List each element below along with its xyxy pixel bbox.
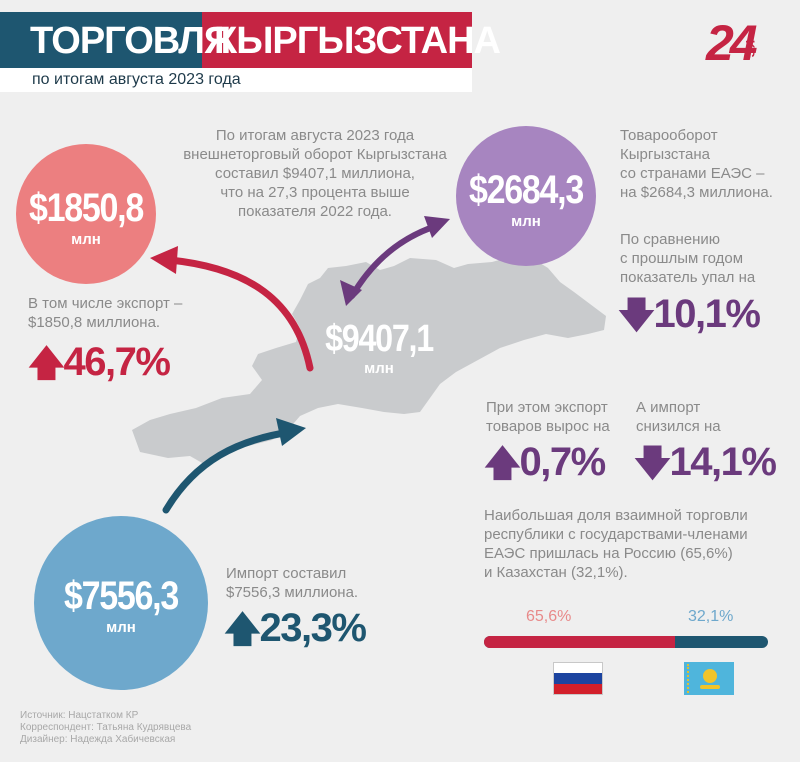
subtitle: по итогам августа 2023 года [32,71,241,88]
export-circle-value: $1850,8 [29,186,144,230]
eaeu-circle: $2684,3 млн [456,126,596,266]
eaeu-circle-unit: млн [511,213,541,230]
export-circle: $1850,8 млн [16,144,156,284]
intro-line: По итогам августа 2023 года [215,127,415,144]
intro-line: составил $9407,1 миллиона, [215,165,415,182]
title-left: ТОРГОВЛЯ [30,20,231,62]
eaeu-arrow [349,223,439,299]
share-note-line: ЕАЭС пришлась на Россию (65,6%) [484,545,733,562]
russia-share-label: 65,6% [526,608,572,625]
center-total-unit: млн [364,360,394,377]
eaeu-arrowhead-bottom [340,280,362,306]
export-change: 🡅46,7% [28,340,171,385]
credit-correspondent: Корреспондент: Татьяна Кудрявцева [20,722,192,733]
kazakhstan-flag-icon [684,662,734,695]
russia-share-bar [484,636,675,648]
credits: Источник: Нацстатком КР Корреспондент: Т… [20,710,191,746]
import-change-value: 23,3% [259,606,367,650]
export-note-line: $1850,8 миллиона. [28,314,161,331]
eaeu-compare-note: По сравнению с прошлым годом показатель … [620,230,755,287]
eaeu-export-change-value: 0,7% [519,440,607,484]
import-note-line: Импорт составил [226,565,347,582]
intro-text: По итогам августа 2023 года внешнеторгов… [170,126,460,221]
export-note: В том числе экспорт – $1850,8 миллиона. [28,294,182,332]
eaeu-note-line: Товарооборот [620,127,718,144]
import-note: Импорт составил $7556,3 миллиона. [226,564,358,602]
center-total-value: $9407,1 [325,318,434,360]
down-arrow-icon: 🡇 [618,294,655,335]
eaeu-note-line: со странами ЕАЭС – [620,165,765,182]
export-note-line: В том числе экспорт – [28,295,183,312]
up-arrow-icon: 🡅 [484,442,521,483]
intro-line: показателя 2022 года. [238,203,392,220]
eaeu-note-line: на $2684,3 миллиона. [620,184,773,201]
import-circle: $7556,3 млн [34,516,208,690]
eaeu-export-note-line: товаров вырос на [486,418,610,435]
intro-line: внешнеторговый оборот Кыргызстана [183,146,447,163]
kyrgyzstan-map [132,256,606,464]
eaeu-import-note: А импорт снизился на [636,398,721,436]
subtitle-strip [0,68,472,92]
eaeu-circle-value: $2684,3 [469,168,584,212]
title-right: КЫРГЫЗСТАНА [214,20,501,62]
eaeu-note-line: Кыргызстана [620,146,710,163]
eaeu-import-change: 🡇14,1% [634,440,777,485]
eaeu-change-value: 10,1% [653,292,761,336]
import-arrow [162,428,294,514]
eaeu-export-change: 🡅0,7% [484,440,607,485]
share-note-line: Наибольшая доля взаимной торговли [484,507,748,524]
eaeu-export-note-line: При этом экспорт [486,399,608,416]
up-arrow-icon: 🡅 [28,342,65,383]
eaeu-compare-line: показатель упал на [620,269,756,286]
share-note-line: республики с государствами-членами [484,526,748,543]
russia-flag-icon [553,662,603,695]
eaeu-import-note-line: А импорт [636,399,701,416]
eaeu-import-note-line: снизился на [636,418,721,435]
import-circle-value: $7556,3 [64,574,179,618]
export-circle-unit: млн [71,231,101,248]
intro-line: что на 27,3 процента выше [220,184,410,201]
down-arrow-icon: 🡇 [634,442,671,483]
eaeu-compare-line: с прошлым годом [620,250,744,267]
export-arrowhead [150,246,178,274]
credit-source: Источник: Нацстатком КР [20,710,139,721]
eaeu-arrowhead-top [424,216,450,238]
eaeu-export-note: При этом экспорт товаров вырос на [486,398,610,436]
eaeu-compare-line: По сравнению [620,231,720,248]
center-total: $9407,1 млн [300,318,458,378]
eaeu-change: 🡇10,1% [618,292,761,337]
export-change-value: 46,7% [63,340,171,384]
share-note-line: и Казахстан (32,1%). [484,564,628,581]
eaeu-note: Товарооборот Кыргызстана со странами ЕАЭ… [620,126,773,202]
share-note: Наибольшая доля взаимной торговли респуб… [484,506,748,582]
import-circle-unit: млн [106,619,136,636]
export-arrow [166,256,314,372]
logo-number: 24 [706,15,758,71]
kazakhstan-share-label: 32,1% [688,608,734,625]
eaeu-import-change-value: 14,1% [669,440,777,484]
import-note-line: $7556,3 миллиона. [226,584,359,601]
import-arrowhead [276,418,306,446]
title-right-banner [202,12,472,68]
share-bar [484,636,768,648]
credit-designer: Дизайнер: Надежда Хабичевская [20,734,176,745]
logo-24kg: 24 KG [706,16,786,70]
title-left-banner [0,12,202,68]
import-change: 🡅23,3% [224,606,367,651]
up-arrow-icon: 🡅 [224,608,261,649]
